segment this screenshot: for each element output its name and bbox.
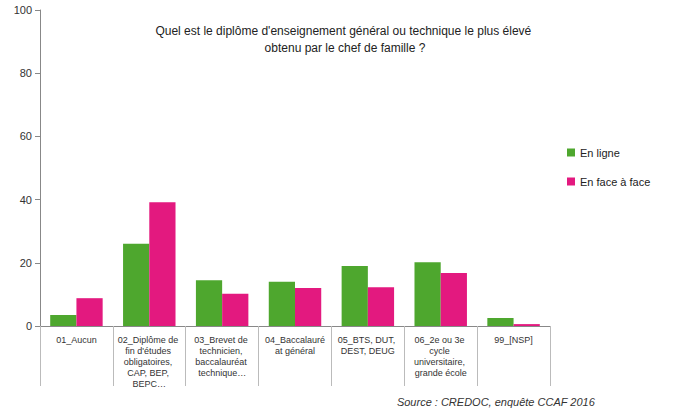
svg-text:BEPC…: BEPC… — [133, 379, 167, 389]
svg-text:60: 60 — [20, 130, 32, 142]
svg-text:80: 80 — [20, 67, 32, 79]
svg-text:universitaire,: universitaire, — [414, 357, 468, 367]
svg-text:cycle: cycle — [429, 346, 452, 356]
svg-text:Source : CREDOC, enquête CCAF: Source : CREDOC, enquête CCAF 2016 — [397, 396, 596, 408]
svg-text:obtenu par le chef de famille: obtenu par le chef de famille ? — [265, 41, 426, 55]
svg-text:fin d'études: fin d'études — [125, 346, 173, 356]
svg-text:02_Diplôme de: 02_Diplôme de — [118, 335, 181, 345]
svg-text:DEST, DEUG: DEST, DEUG — [341, 346, 395, 356]
svg-text:Quel est le diplôme d'enseigne: Quel est le diplôme d'enseignement génér… — [155, 24, 534, 38]
svg-text:En ligne: En ligne — [580, 147, 620, 159]
svg-text:01_Aucun: 01_Aucun — [56, 335, 97, 345]
svg-text:40: 40 — [20, 194, 32, 206]
svg-text:baccalauréat: baccalauréat — [195, 357, 249, 367]
svg-text:100: 100 — [14, 4, 32, 16]
svg-text:technique…: technique… — [198, 368, 246, 378]
svg-text:at général: at général — [275, 346, 315, 356]
svg-text:06_2e ou 3e: 06_2e ou 3e — [414, 335, 467, 345]
svg-text:technicien,: technicien, — [199, 346, 245, 356]
svg-text:En face à face: En face à face — [580, 176, 650, 188]
svg-text:0: 0 — [26, 320, 32, 332]
svg-text:99_[NSP]: 99_[NSP] — [494, 335, 533, 345]
svg-text:20: 20 — [20, 257, 32, 269]
svg-text:grande école: grande école — [415, 368, 467, 378]
svg-text:obligatoires,: obligatoires, — [124, 357, 175, 367]
svg-text:05_BTS, DUT,: 05_BTS, DUT, — [338, 335, 398, 345]
svg-text:CAP, BEP,: CAP, BEP, — [127, 368, 171, 378]
svg-text:04_Baccalauré: 04_Baccalauré — [265, 335, 325, 345]
svg-text:03_Brevet de: 03_Brevet de — [194, 335, 250, 345]
